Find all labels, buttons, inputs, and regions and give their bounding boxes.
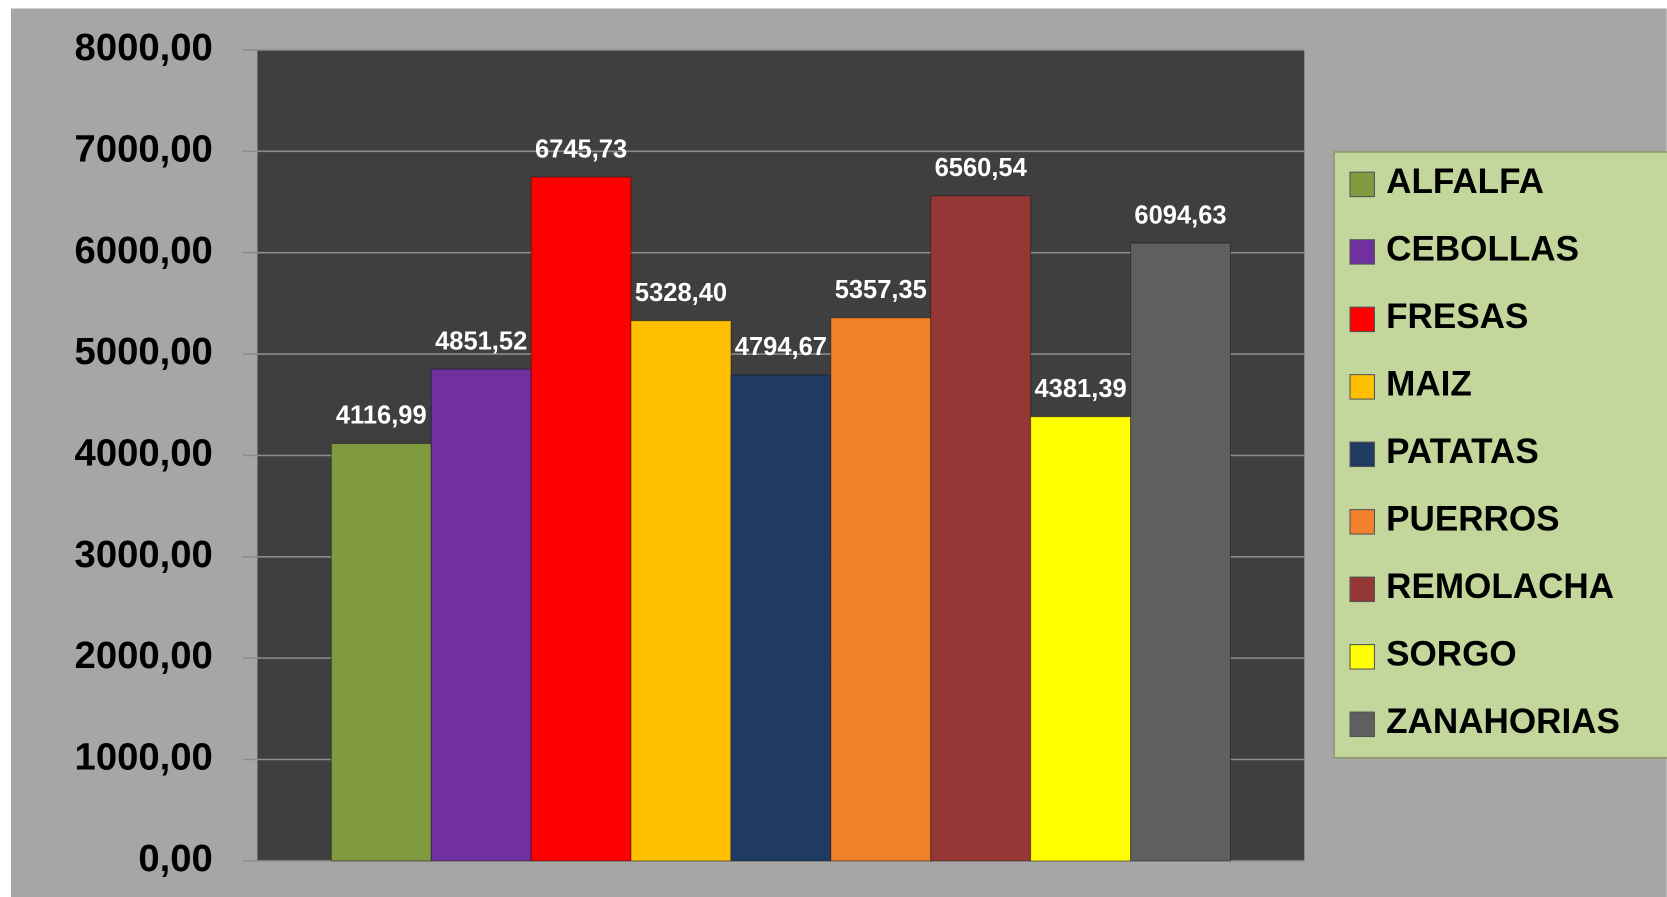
bar	[730, 374, 832, 862]
data-label: 4116,99	[336, 402, 427, 430]
legend-swatch	[1349, 576, 1375, 603]
legend-box	[1333, 151, 1667, 759]
legend-label: ZANAHORIAS	[1386, 702, 1620, 741]
legend-swatch	[1349, 509, 1375, 535]
y-tick-label: 5000,00	[75, 330, 213, 373]
data-label: 4381,39	[1035, 375, 1127, 403]
y-tick-label: 6000,00	[75, 229, 213, 272]
legend-label: FRESAS	[1386, 297, 1528, 336]
data-label: 6745,73	[535, 135, 627, 163]
y-tick-label: 1000,00	[75, 736, 213, 779]
legend-label: SORGO	[1386, 635, 1517, 674]
legend-swatch	[1349, 239, 1375, 265]
legend-swatch	[1349, 441, 1375, 468]
y-tick-label: 8000,00	[75, 26, 213, 69]
legend-label: CEBOLLAS	[1386, 230, 1579, 269]
legend-swatch	[1349, 644, 1375, 670]
bar	[330, 443, 432, 862]
bar	[1130, 242, 1231, 862]
legend-swatch	[1349, 306, 1375, 333]
y-tick-label: 2000,00	[75, 634, 213, 677]
bar	[630, 320, 732, 862]
bar	[530, 176, 632, 862]
bar	[1030, 416, 1132, 862]
legend-swatch	[1349, 711, 1375, 738]
bar	[430, 368, 532, 862]
y-tick-label: 4000,00	[75, 432, 213, 475]
legend-label: MAIZ	[1386, 365, 1472, 404]
y-tick-label: 7000,00	[75, 127, 213, 170]
y-tick-label: 0,00	[138, 837, 212, 880]
data-label: 5357,35	[835, 276, 927, 304]
data-label: 5328,40	[635, 279, 727, 307]
legend-label: ALFALFA	[1386, 162, 1544, 201]
bar	[830, 317, 932, 862]
legend-swatch	[1349, 171, 1375, 198]
bar	[930, 195, 1032, 862]
legend-label: REMOLACHA	[1386, 567, 1614, 606]
y-tick-label: 3000,00	[75, 533, 213, 576]
data-label: 6094,63	[1134, 201, 1226, 229]
legend-swatch	[1349, 374, 1375, 400]
data-label: 6560,54	[935, 154, 1028, 182]
legend-label: PATATAS	[1386, 432, 1539, 471]
legend-label: PUERROS	[1386, 500, 1559, 539]
data-label: 4794,67	[735, 333, 827, 361]
data-label: 4851,52	[435, 327, 527, 355]
